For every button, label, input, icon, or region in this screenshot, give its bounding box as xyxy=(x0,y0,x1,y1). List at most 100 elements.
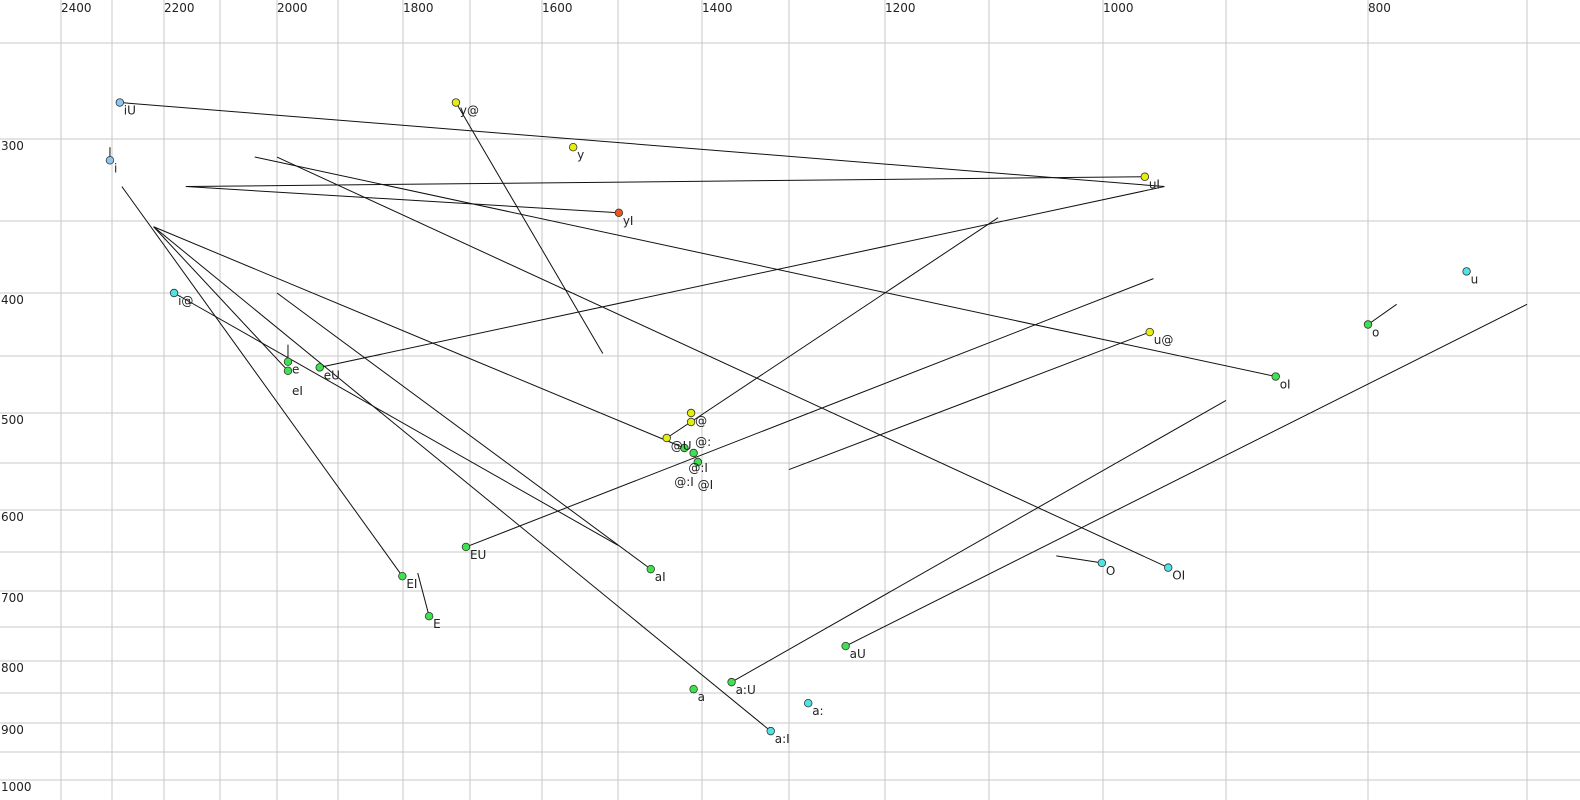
vowel-label: @I xyxy=(698,478,714,492)
vowel-point xyxy=(804,699,813,708)
vowel-label: @U xyxy=(671,439,692,453)
vowel-label: @: xyxy=(695,435,711,449)
x-tick-label: 1400 xyxy=(702,1,733,15)
trajectory-line xyxy=(276,156,1169,569)
trajectory-line xyxy=(153,226,685,449)
vowel-label: oI xyxy=(1280,378,1291,392)
vowel-point xyxy=(1163,563,1173,572)
vowel-label: o xyxy=(1372,326,1379,340)
vowel-label: eI xyxy=(292,384,303,398)
vowel-label: @:I xyxy=(674,475,694,489)
trajectory-line xyxy=(119,102,1165,188)
vowel-point xyxy=(1145,327,1154,337)
vowel-point xyxy=(105,156,115,165)
vowel-label: OI xyxy=(1172,569,1185,583)
vowel-point xyxy=(727,677,736,687)
trajectory-line xyxy=(153,226,772,732)
vowel-label: iU xyxy=(124,104,136,118)
vowel-point xyxy=(1363,320,1373,329)
vowel-label: i@ xyxy=(178,294,193,308)
trajectory-line xyxy=(185,186,619,214)
vowel-label: yI xyxy=(623,214,634,228)
trajectory-line xyxy=(121,186,403,577)
trajectory-line xyxy=(276,292,652,570)
vowel-label: a:I xyxy=(775,732,790,746)
trajectory-line xyxy=(153,226,289,372)
vowel-point xyxy=(686,408,696,418)
vowel-point xyxy=(686,417,696,427)
vowel-label: aU xyxy=(850,647,866,661)
y-tick-label: 400 xyxy=(1,293,24,307)
vowel-point xyxy=(283,366,293,376)
vowel-point xyxy=(115,98,124,107)
trajectory-line xyxy=(455,102,604,354)
vowel-point xyxy=(568,142,578,152)
vowel-label: y@ xyxy=(460,104,479,118)
vowel-label: @ xyxy=(695,414,707,428)
trajectories xyxy=(109,102,1528,732)
vowel-point xyxy=(315,363,324,372)
point-labels: iU i y@ y yI uI u o u@ oI i@ e eI eU @ @:@U @:I @I @:I EU aI… xyxy=(114,104,1478,747)
x-tick-label: 1800 xyxy=(403,1,434,15)
vowel-point xyxy=(283,357,293,366)
x-tick-label: 1600 xyxy=(542,1,573,15)
trajectory-line xyxy=(666,217,999,439)
vowel-point xyxy=(451,98,461,107)
vowel-label: eU xyxy=(324,368,340,382)
vowel-label: aI xyxy=(655,570,666,584)
vowel-point xyxy=(766,726,775,736)
trajectory-line xyxy=(1367,303,1397,325)
vowel-label: a: xyxy=(812,704,823,718)
vowel-label: @:I xyxy=(688,461,708,475)
vowel-label: e xyxy=(292,363,299,377)
vowel-point xyxy=(461,542,471,552)
vowel-label: u@ xyxy=(1154,333,1174,347)
x-axis-ticks: 2400 2200 2000 1800 1600 1400 1200 1000 800 xyxy=(61,1,1391,15)
vowel-point xyxy=(689,448,698,458)
y-tick-label: 500 xyxy=(1,413,24,427)
points xyxy=(105,98,1471,736)
vowel-label: i xyxy=(114,161,117,175)
vowel-point xyxy=(689,684,698,694)
x-tick-label: 2400 xyxy=(61,1,92,15)
x-tick-label: 1200 xyxy=(885,1,916,15)
vowel-label: u xyxy=(1471,272,1479,286)
vowel-label: y xyxy=(577,148,584,162)
vowel-point xyxy=(1462,267,1471,276)
x-tick-label: 2200 xyxy=(164,1,195,15)
vowel-point xyxy=(1097,558,1107,568)
vowel-point xyxy=(680,443,689,453)
vowel-label: E xyxy=(433,617,441,631)
trajectory-line xyxy=(788,331,1150,471)
vowel-point xyxy=(169,288,179,298)
trajectory-line xyxy=(254,156,1276,378)
trajectory-line xyxy=(319,186,1165,368)
vowel-point xyxy=(614,208,624,217)
y-axis-ticks: 300 400 500 600 700 800 900 1000 xyxy=(1,139,32,794)
vowel-label: O xyxy=(1106,564,1115,578)
vowel-label: a:U xyxy=(736,683,756,697)
trajectory-line xyxy=(731,400,1227,683)
trajectory-line xyxy=(845,303,1528,647)
trajectory-line xyxy=(173,292,619,546)
y-tick-label: 300 xyxy=(1,139,24,153)
vowel-label: EI xyxy=(406,577,417,591)
vowel-point xyxy=(662,433,671,443)
trajectory-line xyxy=(1056,555,1102,564)
vowel-point xyxy=(398,571,407,581)
x-tick-label: 800 xyxy=(1368,1,1391,15)
vowel-point xyxy=(1271,372,1280,381)
vowel-point xyxy=(1140,172,1150,181)
trajectory-line xyxy=(185,176,1145,188)
y-tick-label: 600 xyxy=(1,510,24,524)
vowel-label: a xyxy=(698,690,705,704)
y-tick-label: 800 xyxy=(1,661,24,675)
vowel-label: EU xyxy=(470,548,486,562)
vowel-point xyxy=(646,564,655,574)
y-tick-label: 700 xyxy=(1,591,24,605)
vowel-point xyxy=(841,641,850,651)
y-tick-label: 900 xyxy=(1,723,24,737)
vowel-label: uI xyxy=(1149,178,1160,192)
